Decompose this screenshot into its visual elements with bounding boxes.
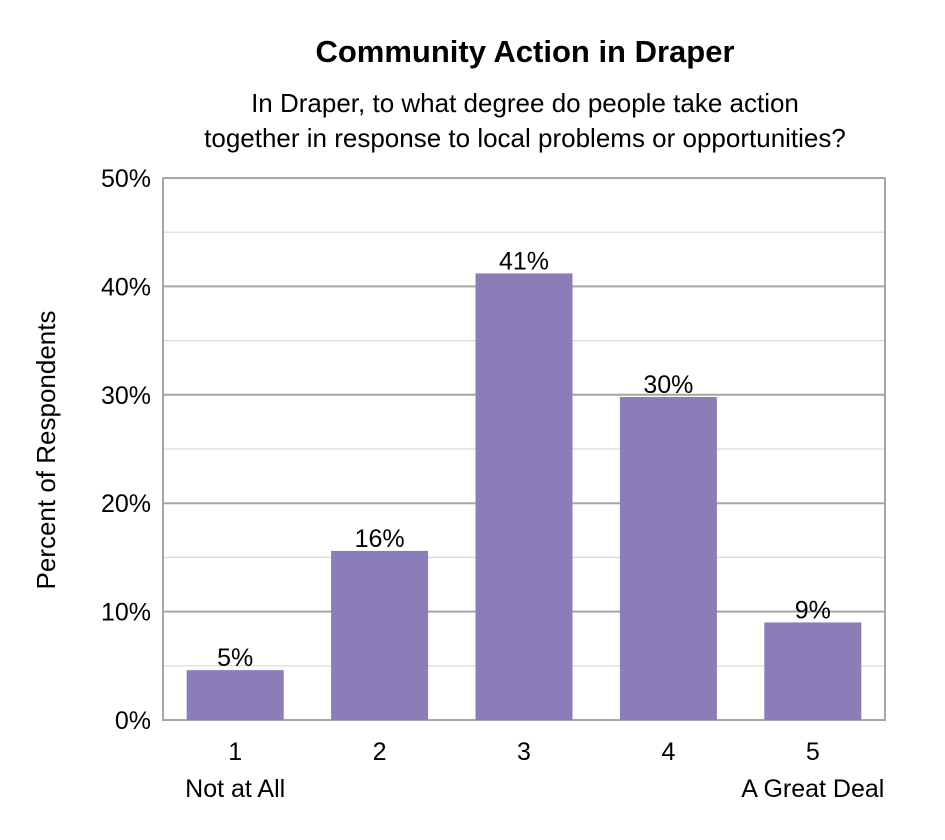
- bars: [186, 273, 862, 720]
- bar-1: [186, 670, 284, 720]
- y-axis-tick-labels: 0% 10% 20% 30% 40% 50%: [101, 165, 151, 735]
- bar-5: [764, 622, 862, 720]
- y-tick-label: 0%: [115, 707, 151, 735]
- data-label: 30%: [643, 371, 693, 399]
- x-tick-sublabel: Not at All: [185, 775, 285, 803]
- x-axis-tick-labels: 1 Not at All 2 3 4 5 A Great Deal: [185, 738, 884, 803]
- bar-4: [619, 396, 717, 720]
- y-axis-label: Percent of Respondents: [31, 311, 61, 590]
- y-tick-label: 20%: [101, 490, 151, 518]
- bar-2: [331, 550, 429, 720]
- y-tick-label: 50%: [101, 165, 151, 193]
- x-tick-sublabel: A Great Deal: [741, 775, 884, 803]
- data-label: 16%: [355, 525, 405, 553]
- y-tick-label: 40%: [101, 273, 151, 301]
- chart-title: Community Action in Draper: [315, 34, 734, 69]
- x-tick-label: 5: [806, 738, 820, 766]
- chart-subtitle-line-1: In Draper, to what degree do people take…: [251, 88, 799, 118]
- data-label: 9%: [795, 596, 831, 624]
- x-tick-label: 2: [373, 738, 387, 766]
- bar-3: [475, 273, 573, 720]
- x-tick-label: 1: [228, 738, 242, 766]
- y-tick-label: 10%: [101, 599, 151, 627]
- x-tick-label: 4: [661, 738, 675, 766]
- data-labels: 5% 16% 41% 30% 9%: [217, 247, 831, 672]
- x-tick-label: 3: [517, 738, 531, 766]
- chart-subtitle-line-2: together in response to local problems o…: [204, 123, 846, 153]
- data-label: 41%: [499, 247, 549, 275]
- data-label: 5%: [217, 644, 253, 672]
- y-tick-label: 30%: [101, 382, 151, 410]
